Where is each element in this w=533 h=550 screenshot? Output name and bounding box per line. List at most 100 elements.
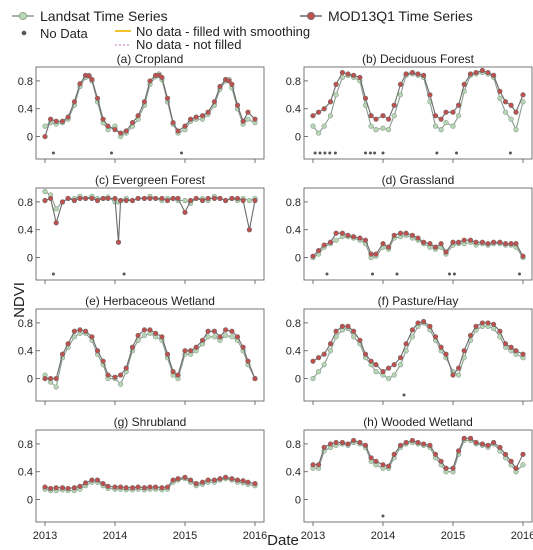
modis-point [226, 78, 232, 84]
modis-point [141, 195, 147, 202]
modis-point [333, 230, 339, 236]
modis-point [513, 348, 519, 354]
y-tick-label: 0.8 [18, 76, 33, 88]
modis-point [321, 351, 327, 357]
landsat-point [316, 369, 322, 375]
modis-point [327, 99, 334, 105]
no-data-marker [110, 151, 113, 155]
landsat-point [211, 334, 217, 340]
modis-point [141, 485, 147, 491]
landsat-point [391, 113, 397, 119]
modis-point [82, 195, 89, 202]
modis-point [65, 114, 71, 120]
no-data-marker [381, 514, 385, 518]
modis-point [100, 195, 106, 202]
modis-point [310, 253, 316, 259]
modis-point [94, 197, 101, 204]
modis-point [188, 477, 194, 483]
landsat-point [456, 372, 462, 378]
modis-point [205, 195, 211, 202]
modis-point [86, 73, 92, 79]
modis-point [310, 462, 316, 468]
modis-point [473, 239, 479, 245]
modis-point [59, 351, 66, 357]
modis-point [159, 334, 165, 340]
no-data-marker [455, 151, 458, 155]
modis-point [368, 113, 374, 119]
modis-point [159, 195, 165, 202]
modis-point [217, 195, 223, 202]
panel-title: (h) Wooded Wetland [363, 415, 473, 429]
modis-point [443, 351, 449, 357]
modis-point [443, 465, 449, 471]
modis-point [53, 118, 59, 124]
modis-point [193, 344, 199, 350]
modis-point [502, 451, 509, 457]
no-data-marker [318, 151, 322, 155]
modis-point [153, 484, 159, 490]
modis-point [59, 118, 66, 124]
modis-point [141, 99, 147, 105]
modis-point [450, 372, 456, 378]
x-tick-label: 2014 [103, 530, 127, 542]
modis-point [513, 465, 519, 471]
modis-point [450, 109, 456, 115]
modis-point [479, 441, 486, 447]
modis-point [316, 248, 322, 254]
legend-nodata-marker [21, 30, 27, 36]
modis-point [502, 241, 509, 247]
modis-point [234, 102, 241, 108]
panel-frame [35, 187, 265, 281]
modis-point [82, 328, 89, 334]
modis-point [386, 463, 392, 469]
modis-point [153, 195, 159, 202]
modis-point [427, 241, 433, 247]
modis-point [461, 81, 467, 87]
modis-point [345, 323, 351, 329]
y-tick-label: 0.4 [286, 346, 301, 358]
modis-point [229, 81, 235, 87]
modis-point [47, 485, 54, 492]
modis-point [112, 195, 118, 202]
modis-point [71, 328, 77, 334]
landsat-point [513, 127, 519, 133]
y-tick-label: 0.8 [18, 439, 33, 451]
modis-point [485, 241, 491, 247]
modis-point [316, 355, 322, 361]
modis-point [380, 241, 386, 247]
modis-point [205, 477, 211, 483]
landsat-point [246, 197, 252, 204]
modis-point [491, 321, 497, 327]
modis-point [403, 230, 409, 236]
modis-point [357, 235, 363, 241]
modis-point [339, 230, 346, 236]
modis-point [351, 234, 357, 240]
no-data-marker [368, 151, 372, 155]
legend-modis-label: MOD13Q1 Time Series [328, 8, 473, 24]
modis-point [427, 323, 433, 329]
modis-point [427, 92, 433, 98]
landsat-point [391, 372, 397, 378]
no-data-marker [122, 272, 126, 276]
modis-point [123, 485, 129, 491]
modis-point [65, 485, 71, 492]
modis-point [229, 195, 235, 202]
panel-title: (f) Pasture/Hay [378, 294, 459, 308]
panel-title: (a) Cropland [117, 52, 184, 66]
panel-frame [303, 308, 533, 402]
y-tick-label: 0.4 [18, 225, 33, 237]
legend-modis-marker [306, 11, 315, 20]
y-tick-label: 0 [27, 132, 33, 144]
no-data-marker [364, 151, 367, 155]
y-tick-label: 0.8 [18, 318, 33, 330]
modis-point [415, 439, 421, 446]
modis-point [105, 483, 111, 489]
modis-point [321, 444, 327, 450]
landsat-point [520, 462, 526, 468]
modis-point [368, 251, 374, 257]
modis-point [123, 197, 129, 204]
panel-6: (f) Pasture/Hay 0 0.4 0.8 [286, 294, 533, 405]
modis-point [71, 197, 77, 204]
modis-point [327, 341, 334, 347]
